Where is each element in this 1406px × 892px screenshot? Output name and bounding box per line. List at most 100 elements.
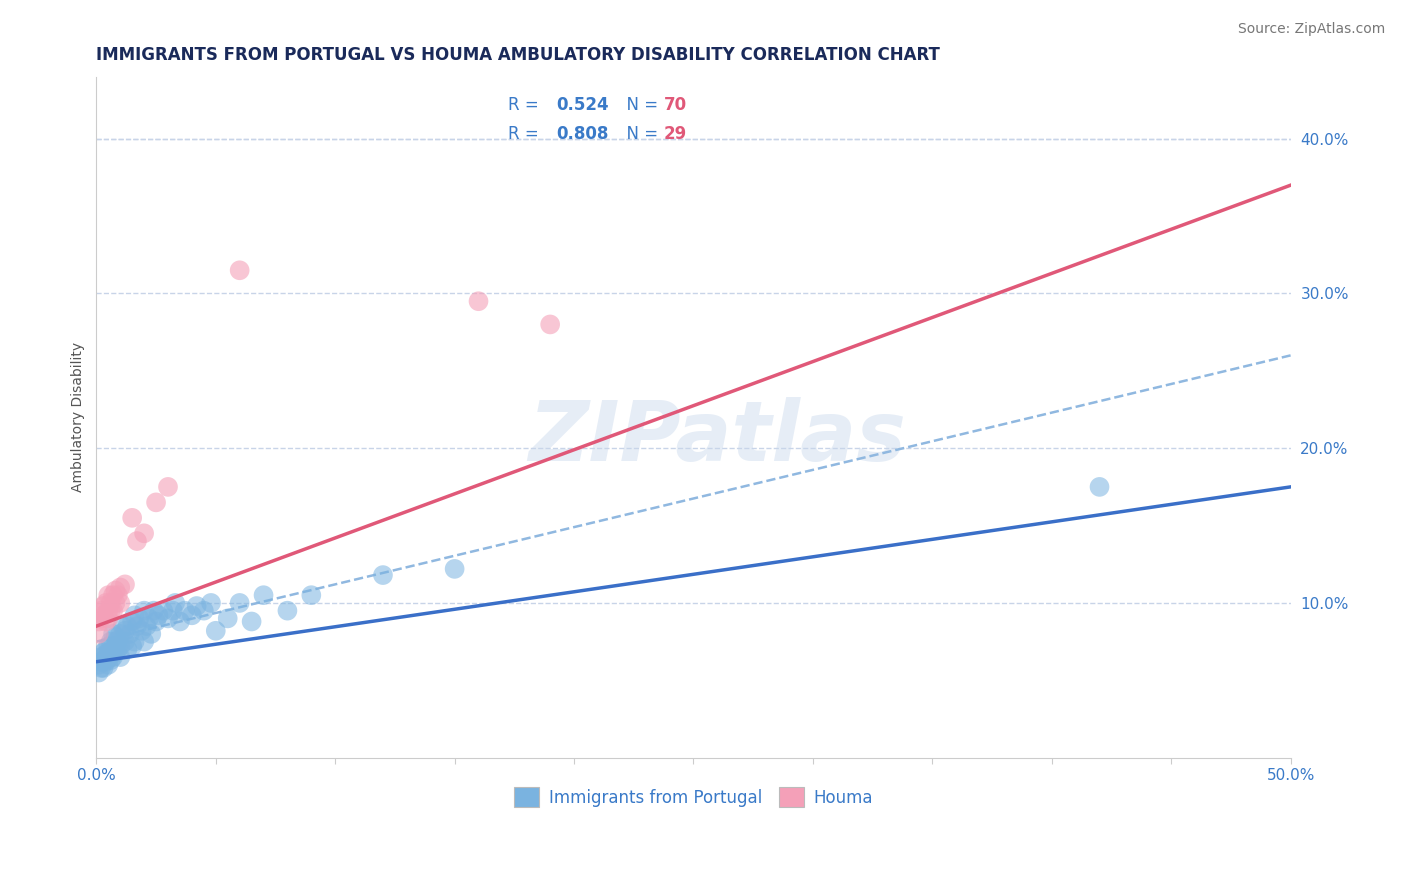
Point bbox=[114, 577, 136, 591]
Point bbox=[97, 588, 120, 602]
Point bbox=[100, 645, 122, 659]
Point bbox=[152, 604, 174, 618]
Point bbox=[100, 596, 122, 610]
Point bbox=[128, 611, 150, 625]
Point bbox=[107, 642, 129, 657]
Point bbox=[104, 645, 127, 659]
Point bbox=[121, 639, 143, 653]
Text: IMMIGRANTS FROM PORTUGAL VS HOUMA AMBULATORY DISABILITY CORRELATION CHART: IMMIGRANTS FROM PORTUGAL VS HOUMA AMBULA… bbox=[97, 46, 941, 64]
Point bbox=[142, 604, 165, 618]
Point bbox=[90, 650, 112, 665]
Point bbox=[90, 661, 112, 675]
Point bbox=[114, 634, 136, 648]
Point bbox=[100, 604, 122, 618]
Point bbox=[93, 608, 115, 623]
Point bbox=[200, 596, 222, 610]
Point bbox=[104, 639, 127, 653]
Point bbox=[94, 642, 117, 657]
Point bbox=[110, 581, 132, 595]
Point bbox=[135, 619, 157, 633]
Point bbox=[118, 627, 141, 641]
Point bbox=[156, 611, 179, 625]
Point bbox=[180, 608, 202, 623]
Point bbox=[114, 624, 136, 638]
Point bbox=[97, 639, 120, 653]
Point bbox=[240, 615, 263, 629]
Point bbox=[204, 624, 226, 638]
Legend: Immigrants from Portugal, Houma: Immigrants from Portugal, Houma bbox=[508, 780, 880, 814]
Point bbox=[193, 604, 215, 618]
Point bbox=[87, 615, 110, 629]
Point bbox=[124, 608, 146, 623]
Point bbox=[97, 611, 120, 625]
Text: 70: 70 bbox=[664, 96, 686, 114]
Point bbox=[538, 318, 561, 332]
Point bbox=[94, 596, 117, 610]
Point bbox=[141, 627, 163, 641]
Point bbox=[104, 596, 127, 610]
Point bbox=[101, 627, 124, 641]
Point bbox=[186, 599, 208, 613]
Text: R =: R = bbox=[509, 96, 544, 114]
Point bbox=[134, 526, 156, 541]
Point bbox=[228, 596, 250, 610]
Point bbox=[117, 619, 139, 633]
Point bbox=[145, 495, 167, 509]
Point bbox=[100, 634, 122, 648]
Text: 0.524: 0.524 bbox=[557, 96, 609, 114]
Point bbox=[93, 661, 115, 675]
Point bbox=[94, 655, 117, 669]
Point bbox=[228, 263, 250, 277]
Point bbox=[97, 651, 120, 665]
Y-axis label: Ambulatory Disability: Ambulatory Disability bbox=[72, 343, 86, 492]
Point bbox=[121, 511, 143, 525]
Point bbox=[97, 657, 120, 672]
Point bbox=[1088, 480, 1111, 494]
Point bbox=[169, 615, 191, 629]
Point bbox=[101, 588, 124, 602]
Point bbox=[90, 604, 112, 618]
Text: N =: N = bbox=[616, 96, 664, 114]
Point bbox=[94, 615, 117, 629]
Point bbox=[134, 634, 156, 648]
Point bbox=[87, 627, 110, 641]
Text: R =: R = bbox=[509, 125, 544, 143]
Point bbox=[87, 657, 110, 672]
Point bbox=[104, 583, 127, 598]
Point bbox=[467, 294, 489, 309]
Point bbox=[101, 650, 124, 665]
Point bbox=[107, 588, 129, 602]
Point bbox=[93, 653, 115, 667]
Text: 0.808: 0.808 bbox=[557, 125, 609, 143]
Point bbox=[156, 480, 179, 494]
Point bbox=[111, 619, 134, 633]
Point bbox=[104, 630, 127, 644]
Point bbox=[117, 642, 139, 657]
Point bbox=[93, 645, 115, 659]
Point bbox=[110, 627, 132, 641]
Point bbox=[100, 653, 122, 667]
Point bbox=[90, 655, 112, 669]
Point bbox=[121, 615, 143, 629]
Point bbox=[276, 604, 298, 618]
Point bbox=[90, 611, 112, 625]
Point bbox=[145, 615, 167, 629]
Point bbox=[162, 604, 184, 618]
Point bbox=[101, 604, 124, 618]
Point bbox=[110, 639, 132, 653]
Point bbox=[110, 650, 132, 665]
Text: Source: ZipAtlas.com: Source: ZipAtlas.com bbox=[1237, 22, 1385, 37]
Point bbox=[299, 588, 322, 602]
Point bbox=[371, 568, 394, 582]
Point bbox=[252, 588, 274, 602]
Point bbox=[93, 599, 115, 613]
Point bbox=[125, 534, 148, 549]
Point bbox=[131, 624, 153, 638]
Point bbox=[443, 562, 465, 576]
Point bbox=[101, 642, 124, 657]
Point bbox=[97, 604, 120, 618]
Point bbox=[94, 647, 117, 661]
Point bbox=[134, 604, 156, 618]
Point bbox=[97, 645, 120, 659]
Point bbox=[148, 608, 170, 623]
